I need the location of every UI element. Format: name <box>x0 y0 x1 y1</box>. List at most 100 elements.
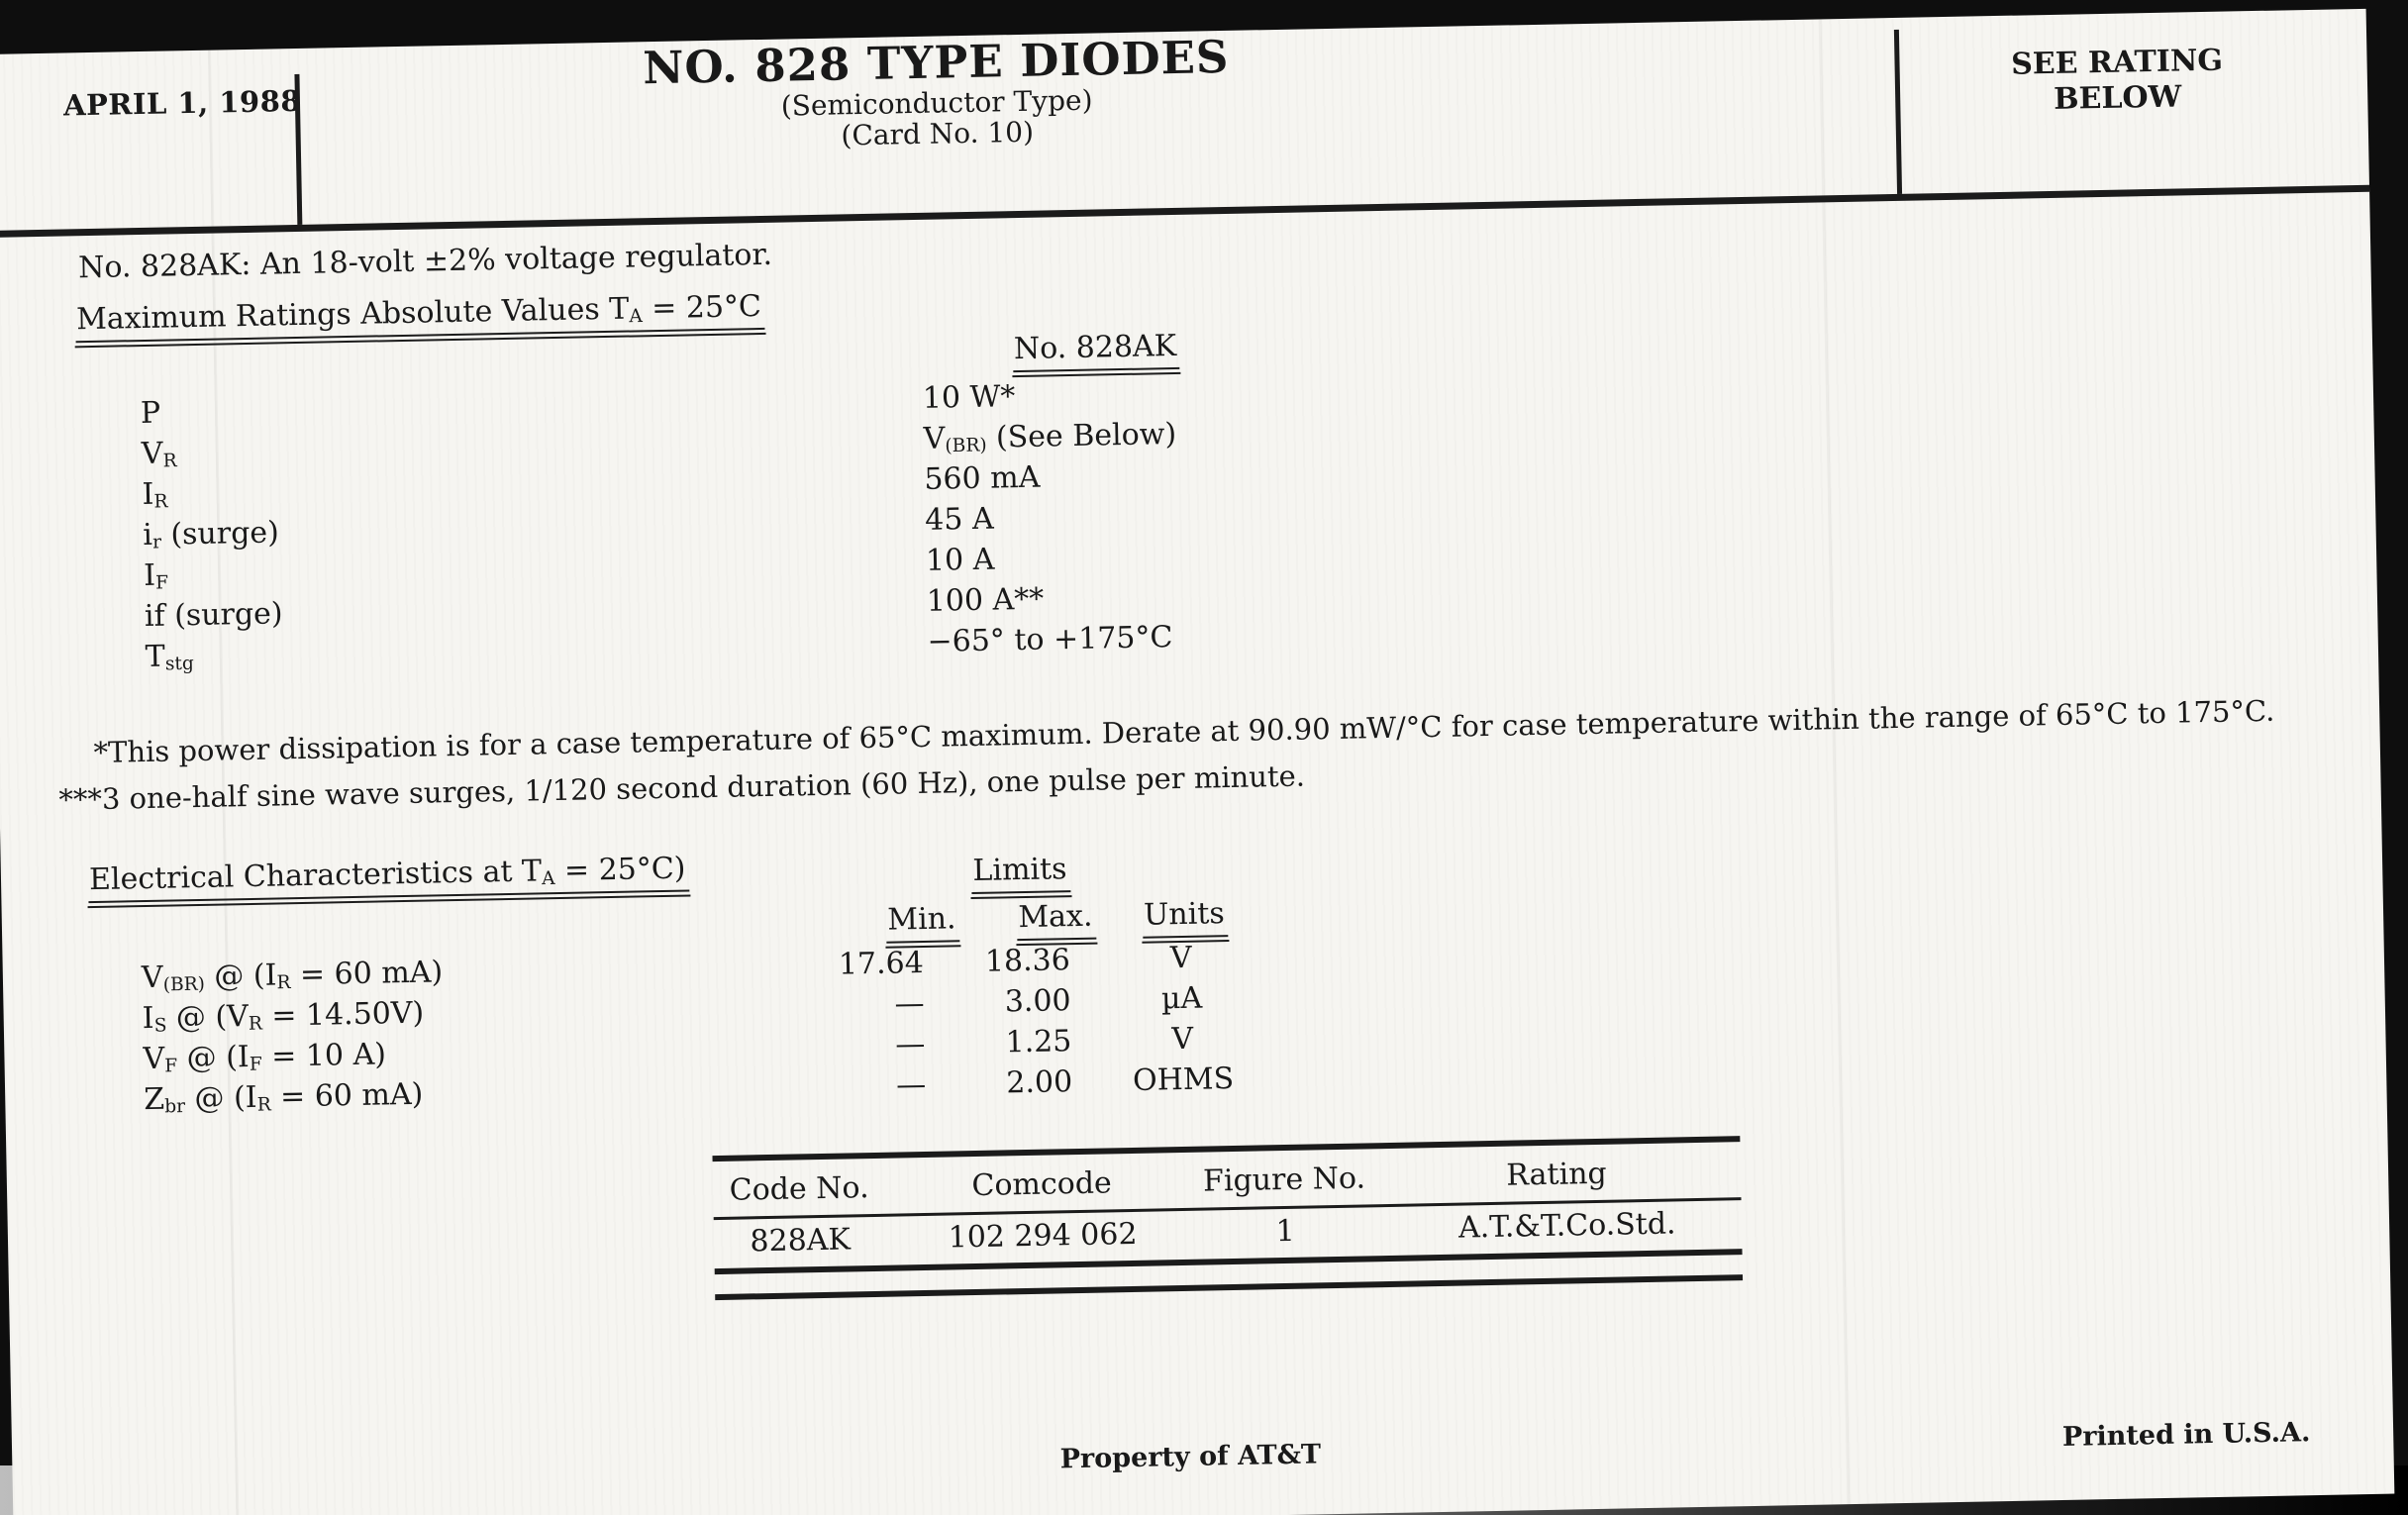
rating-value: 560 mA <box>924 460 1041 497</box>
text-sub: stg <box>164 653 194 675</box>
rating-symbol: P <box>141 396 161 431</box>
ec-max-value: 2.00 <box>1006 1064 1073 1101</box>
text-sub: (BR) <box>945 435 987 457</box>
text-part: (See Below) <box>986 416 1177 455</box>
scan-streak <box>1819 19 1851 1504</box>
rating-symbol: VR <box>141 436 177 472</box>
text-part: I <box>143 557 156 594</box>
ec-min-value: 17.64 <box>838 945 925 982</box>
ec-units-value: V <box>1171 1021 1194 1058</box>
text-part: = 60 mA) <box>290 955 444 993</box>
text-sub: R <box>248 1013 263 1035</box>
text-part: 10 W* <box>922 379 1016 416</box>
limits-header: Limits <box>937 851 1106 895</box>
text-sub: R <box>153 491 168 513</box>
ec-max-value: 18.36 <box>984 943 1071 979</box>
text-part: Z <box>143 1081 165 1118</box>
text-sub: S <box>153 1015 167 1037</box>
text-part: = 25°C) <box>554 851 686 889</box>
datasheet-paper: APRIL 1, 1988 NO. 828 TYPE DIODES (Semic… <box>0 8 2395 1515</box>
text-part: Electrical Characteristics at T <box>88 854 543 898</box>
text-sub: F <box>249 1054 262 1075</box>
rating-note: SEE RATING BELOW <box>1975 43 2258 119</box>
rating-value: V(BR) (See Below) <box>923 417 1176 456</box>
text-sub: A <box>541 867 555 890</box>
text-part: @ (V <box>165 999 250 1036</box>
text-sub: F <box>154 572 169 594</box>
header-rule <box>0 184 2370 238</box>
intro-line: No. 828AK: An 18-volt ±2% voltage regula… <box>77 237 773 286</box>
ec-parameter: VF @ (IF = 10 A) <box>143 1037 386 1076</box>
property-notice: Property of AT&T <box>1059 1439 1322 1475</box>
text-part: i <box>143 517 153 554</box>
max-ratings-heading: Maximum Ratings Absolute Values TA = 25°… <box>74 288 765 344</box>
text-part: 45 A <box>924 501 994 538</box>
rating-value: 45 A <box>925 502 994 538</box>
footnote-surge: ***3 one-half sine wave surges, 1/120 se… <box>58 758 1306 817</box>
code-table-header: Code No. <box>729 1170 869 1208</box>
text-part: P <box>140 395 161 432</box>
text-sub: F <box>164 1056 178 1077</box>
rating-symbol: if (surge) <box>145 596 283 634</box>
text-part: = 14.50V) <box>261 995 425 1034</box>
rating-value: 10 W* <box>923 379 1016 416</box>
footnote-derating: *This power dissipation is for a case te… <box>93 693 2275 770</box>
code-table-header: Comcode <box>971 1165 1113 1204</box>
text-sub: A <box>629 306 643 328</box>
ec-max-value: 1.25 <box>1005 1024 1072 1060</box>
ec-units-value: OHMS <box>1132 1060 1235 1098</box>
rating-note-line1: SEE RATING <box>2010 43 2224 82</box>
text-sub: R <box>276 971 291 994</box>
code-table-header: Figure No. <box>1202 1161 1366 1199</box>
text-part: −65° to +175°C <box>927 620 1173 659</box>
code-table-cell: 828AK <box>750 1222 852 1260</box>
text-part: 560 mA <box>924 459 1041 497</box>
rating-symbol: IF <box>143 557 169 594</box>
text-part: T <box>145 639 166 675</box>
ec-min-value: — <box>894 985 925 1022</box>
rating-value: 10 A <box>926 543 995 578</box>
rating-symbol: ir (surge) <box>143 515 279 553</box>
text-part: if (surge) <box>144 596 283 635</box>
electrical-heading: Electrical Characteristics at TA = 25°C) <box>87 851 689 904</box>
rating-value: −65° to +175°C <box>927 620 1172 659</box>
code-table-cell: 102 294 062 <box>948 1216 1138 1256</box>
rating-value: 100 A** <box>926 582 1044 619</box>
column-header-units: Units <box>1101 895 1270 939</box>
title-block: NO. 828 TYPE DIODES (Semiconductor Type)… <box>579 31 1294 156</box>
header-divider-right <box>1893 29 1903 194</box>
text-part: = 10 A) <box>261 1037 387 1074</box>
text-sub: R <box>162 451 177 472</box>
text-part: V <box>141 436 163 472</box>
ec-parameter: V(BR) @ (IR = 60 mA) <box>142 955 444 995</box>
text-sub: r <box>151 532 162 554</box>
rating-symbol: Tstg <box>145 639 194 675</box>
text-part: Maximum Ratings Absolute Values T <box>75 291 630 338</box>
printed-notice: Printed in U.S.A. <box>2061 1417 2311 1453</box>
text-part: = 25°C <box>642 289 762 327</box>
code-table-end-rule <box>715 1274 1744 1301</box>
text-part: V <box>141 960 163 996</box>
rating-note-line2: BELOW <box>2053 79 2182 117</box>
code-table-cell: 1 <box>1275 1213 1295 1250</box>
ec-min-value: — <box>895 1066 927 1103</box>
text-part: V <box>143 1041 165 1077</box>
text-part: @ (I <box>176 1040 251 1076</box>
rating-symbol: IR <box>142 476 168 513</box>
text-part: V <box>923 421 946 456</box>
text-part: @ (I <box>204 958 277 994</box>
issue-date: APRIL 1, 1988 <box>62 83 302 123</box>
text-part: I <box>142 476 154 513</box>
ec-units-value: V <box>1169 940 1192 976</box>
ec-units-value: µA <box>1160 980 1203 1017</box>
code-table-header: Rating <box>1506 1156 1608 1193</box>
column-header-828ak: No. 828AK <box>1012 328 1180 373</box>
text-part: 100 A** <box>926 581 1045 619</box>
text-sub: (BR) <box>162 973 206 996</box>
text-sub: br <box>164 1096 186 1118</box>
ec-max-value: 3.00 <box>1004 983 1071 1020</box>
text-part: = 60 mA) <box>270 1076 424 1115</box>
code-table-cell: A.T.&T.Co.Std. <box>1457 1206 1676 1246</box>
ec-parameter: Zbr @ (IR = 60 mA) <box>143 1076 424 1118</box>
